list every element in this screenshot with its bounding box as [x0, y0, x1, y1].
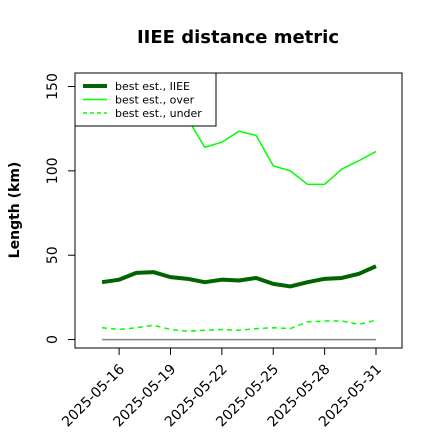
legend-label-1: best est., over — [115, 94, 195, 107]
plot-frame — [74, 72, 403, 349]
legend-label-0: best est., IIEE — [115, 80, 190, 93]
legend-label-2: best est., under — [115, 107, 202, 120]
series-line-2 — [101, 319, 377, 332]
series-line-1 — [186, 118, 377, 186]
series-line-0 — [101, 264, 377, 289]
plot-area: 0501001502025-05-162025-05-192025-05-222… — [45, 72, 403, 430]
y-tick-label-50: 50 — [45, 246, 61, 264]
y-tick-label-150: 150 — [45, 73, 61, 100]
y-tick-label-0: 0 — [45, 335, 61, 344]
y-tick-label-100: 100 — [45, 157, 61, 184]
y-axis-label: Length (km) — [7, 162, 23, 259]
chart-title: IIEE distance metric — [137, 27, 339, 48]
